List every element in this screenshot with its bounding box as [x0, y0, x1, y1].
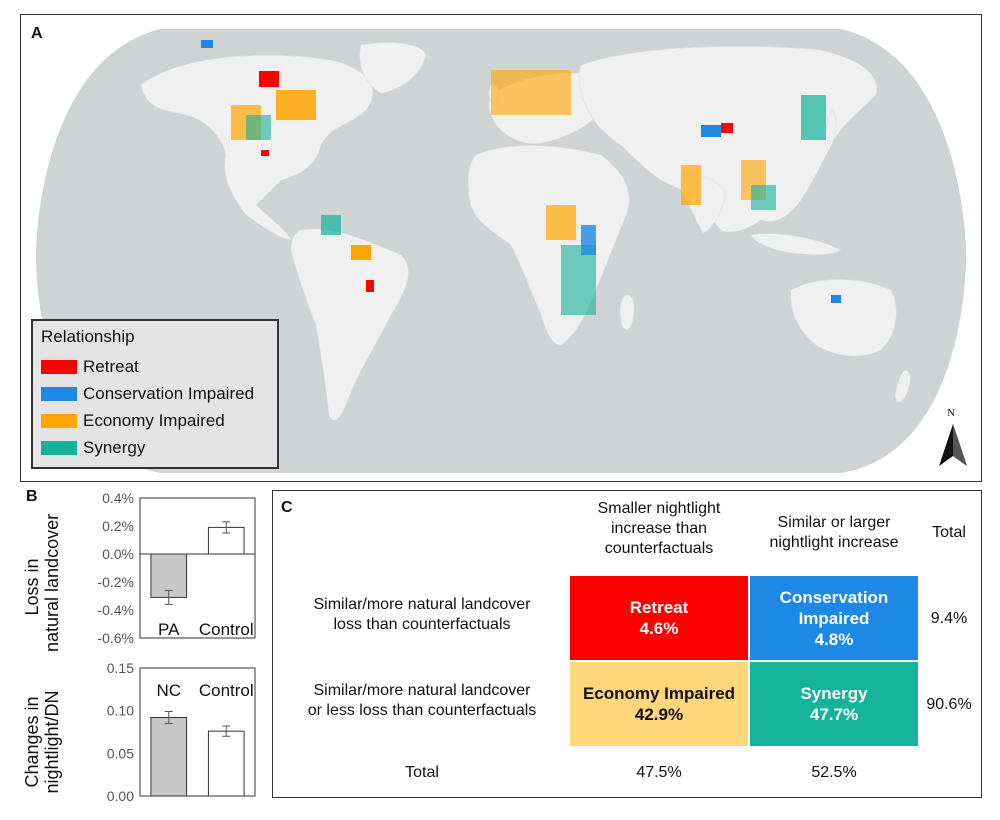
pa-markers: [201, 40, 841, 315]
cell-value: 4.8%: [814, 629, 854, 649]
y-tick-label: -0.2%: [97, 574, 134, 590]
x-category-label: Control: [199, 620, 254, 639]
legend-title: Relationship: [41, 327, 135, 346]
north-label: N: [947, 407, 955, 419]
row-total-2: 90.6%: [926, 696, 972, 713]
legend-label: Retreat: [83, 356, 139, 376]
y-tick-label: 0.10: [107, 703, 134, 719]
land-madagascar: [619, 294, 635, 331]
bar-nc: [150, 716, 188, 797]
row-header-less-loss: Similar/more natural landcover or less l…: [307, 682, 537, 719]
y-tick-label: 0.05: [107, 745, 134, 761]
chart-b1-ylabel: Loss in natural landcover: [22, 513, 62, 652]
x-category-label: NC: [156, 681, 181, 700]
y-tick-label: 0.2%: [102, 518, 134, 534]
cell-value: 42.9%: [634, 705, 684, 724]
y-tick-label: 0.15: [107, 660, 134, 676]
panel-b-label: B: [26, 488, 38, 505]
y-tick-label: -0.6%: [97, 630, 134, 646]
row-total-1: 9.4%: [930, 610, 968, 627]
cell-economy-impaired: Economy Impaired 42.9%: [569, 661, 749, 747]
panel-c-table: C Smaller nightlight increase than count…: [272, 490, 982, 798]
panel-a-label: A: [31, 25, 43, 42]
cell-conservation-impaired: Conservation Impaired 4.8%: [749, 575, 919, 661]
land-asia: [578, 46, 878, 233]
legend-swatch: [41, 440, 77, 455]
chart-b2-nightlight: 0.15 0.10 0.05 0.00 NC Control: [107, 660, 256, 803]
legend-label: Economy Impaired: [83, 410, 225, 430]
legend-label: Synergy: [83, 437, 146, 457]
legend-swatch: [41, 386, 77, 401]
col-total-1: 47.5%: [636, 764, 682, 781]
legend-item-synergy: Synergy: [41, 434, 269, 461]
chart-b1-landcover: 0.4% 0.2% 0.0% -0.2% -0.4% -0.6% PA Control: [97, 490, 256, 646]
legend-item-conservation-impaired: Conservation Impaired: [41, 380, 269, 407]
col-header-smaller: Smaller nightlight increase than counter…: [597, 500, 721, 557]
cell-value: 47.7%: [809, 705, 859, 724]
col-header-similar: Similar or larger nightlight increase: [769, 514, 899, 551]
legend-label: Conservation Impaired: [83, 383, 255, 403]
row-header-total: Total: [405, 764, 439, 781]
y-tick-label: 0.4%: [102, 490, 134, 506]
legend-item-retreat: Retreat: [41, 353, 269, 380]
legend-item-economy-impaired: Economy Impaired: [41, 407, 269, 434]
cell-name: Retreat: [629, 598, 689, 617]
row-header-loss: Similar/more natural landcover loss than…: [313, 596, 531, 633]
x-category-label: PA: [158, 620, 180, 639]
land-japan: [825, 109, 837, 151]
land-australia: [790, 279, 897, 357]
bar-control: [207, 730, 245, 797]
x-category-label: Control: [199, 681, 254, 700]
col-header-total: Total: [932, 524, 966, 541]
cell-name: Impaired: [798, 608, 870, 628]
north-arrow: N: [933, 407, 973, 472]
panel-a-map: A: [20, 14, 982, 482]
y-tick-label: 0.00: [107, 788, 134, 803]
map-legend: Relationship Retreat Conservation Impair…: [31, 319, 279, 469]
chart-b2-ylabel: Changes in nightlight/DN: [22, 690, 62, 794]
y-tick-label: 0.0%: [102, 546, 134, 562]
legend-swatch: [41, 359, 77, 374]
cell-retreat: Retreat 4.6%: [569, 575, 749, 661]
land-south-america: [290, 228, 409, 421]
cell-name: Synergy: [800, 684, 868, 703]
col-total-2: 52.5%: [811, 764, 857, 781]
y-tick-label: -0.4%: [97, 602, 134, 618]
cell-value: 4.6%: [639, 619, 679, 638]
legend-swatch: [41, 413, 77, 428]
cell-synergy: Synergy 47.7%: [749, 661, 919, 747]
land-indonesia: [750, 233, 842, 255]
land-greenland: [359, 42, 427, 94]
cell-name: Economy Impaired: [582, 684, 736, 703]
cell-name: Conservation: [779, 587, 889, 607]
panel-c-label: C: [281, 499, 293, 516]
north-arrow-icon: [939, 424, 967, 466]
world-map: [36, 29, 966, 473]
land-new-zealand: [895, 369, 911, 403]
